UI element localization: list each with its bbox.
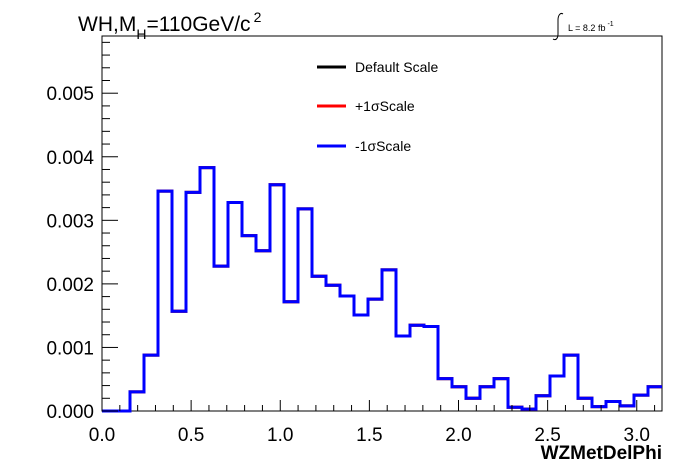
y-axis: 0.000 0.001 0.002 0.003 0.004 0.005 — [46, 41, 118, 423]
series-line-2 — [102, 166, 662, 413]
chart-title-rest: =110GeV/c — [146, 13, 250, 36]
plot-frame — [101, 35, 663, 412]
y-tick-label: 0.004 — [46, 148, 94, 169]
chart-title-subscript: H — [136, 26, 146, 42]
x-tick-label: 1.5 — [356, 425, 382, 446]
y-tick-label: 0.000 — [46, 402, 94, 423]
x-tick-label: 3.0 — [624, 425, 650, 446]
x-tick-label: 2.0 — [445, 425, 471, 446]
legend-label-2: -1σScale — [355, 138, 411, 154]
integral-sign-icon — [552, 13, 564, 41]
y-tick-label: 0.001 — [46, 338, 94, 359]
chart-title-superscript: 2 — [254, 9, 262, 25]
x-tick-label: 2.5 — [534, 425, 560, 446]
lumi-label: L = 8.2 fb -1 — [568, 21, 614, 33]
lumi-superscript: -1 — [607, 21, 613, 28]
legend: Default Scale +1σScale -1σScale — [317, 59, 438, 154]
y-tick-label: 0.003 — [46, 211, 94, 232]
legend-label-0: Default Scale — [355, 59, 438, 75]
chart-title: WH,MH=110GeV/c 2 — [78, 9, 262, 42]
chart-title-main: WH,M — [78, 13, 136, 36]
y-tick-label: 0.002 — [46, 275, 94, 296]
x-tick-label: 0.5 — [178, 425, 204, 446]
x-axis: 0.0 0.5 1.0 1.5 2.0 2.5 3.0 — [89, 400, 656, 446]
legend-label-1: +1σScale — [355, 98, 415, 114]
x-axis-label: WZMetDelPhi — [541, 443, 662, 464]
lumi-text: L = 8.2 fb — [568, 23, 605, 33]
x-tick-label: 0.0 — [89, 425, 115, 446]
x-tick-label: 1.0 — [267, 425, 293, 446]
series-layer — [102, 166, 662, 413]
y-tick-label: 0.005 — [46, 84, 94, 105]
